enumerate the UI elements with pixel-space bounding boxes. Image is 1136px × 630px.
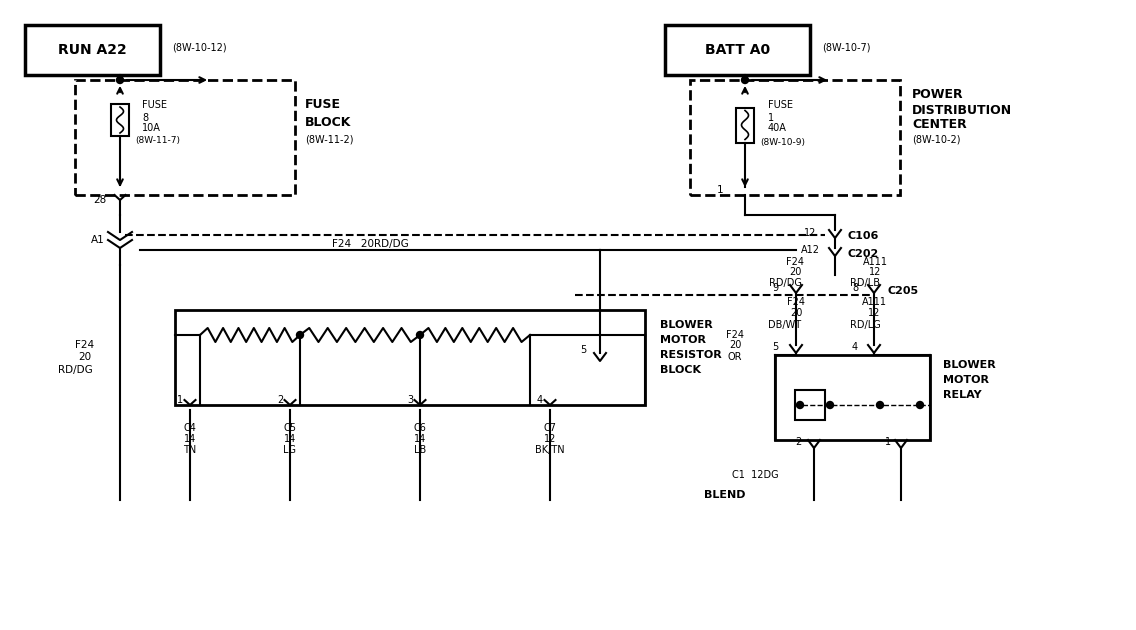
Text: C7: C7 bbox=[543, 423, 557, 433]
Text: 40A: 40A bbox=[768, 123, 787, 133]
Text: FUSE: FUSE bbox=[142, 100, 167, 110]
Text: 14: 14 bbox=[414, 434, 426, 444]
Bar bbox=[111, 104, 130, 136]
Text: (8W-10-2): (8W-10-2) bbox=[912, 135, 961, 145]
Text: BLOCK: BLOCK bbox=[660, 365, 701, 375]
Bar bbox=[795, 390, 825, 420]
Text: A1: A1 bbox=[91, 235, 105, 245]
Text: 3: 3 bbox=[407, 395, 414, 405]
Text: 10A: 10A bbox=[142, 123, 161, 133]
Text: 20: 20 bbox=[790, 308, 802, 318]
Circle shape bbox=[117, 76, 124, 84]
Text: RELAY: RELAY bbox=[943, 390, 982, 400]
Text: RD/DG: RD/DG bbox=[769, 278, 801, 288]
Text: OR: OR bbox=[728, 352, 742, 362]
Text: TN: TN bbox=[183, 445, 197, 455]
Text: (8W-10-12): (8W-10-12) bbox=[172, 43, 226, 53]
Text: 4: 4 bbox=[537, 395, 543, 405]
Bar bbox=[175, 310, 645, 405]
Text: BLEND: BLEND bbox=[704, 490, 745, 500]
Text: RESISTOR: RESISTOR bbox=[660, 350, 721, 360]
Text: 1: 1 bbox=[768, 113, 774, 123]
Text: 9: 9 bbox=[772, 283, 778, 293]
Text: 1: 1 bbox=[717, 185, 724, 195]
Circle shape bbox=[296, 331, 303, 338]
Text: F24: F24 bbox=[786, 257, 804, 267]
Bar bbox=[736, 108, 754, 142]
Circle shape bbox=[796, 401, 803, 408]
Text: (8W-10-9): (8W-10-9) bbox=[760, 137, 805, 147]
Text: F24: F24 bbox=[75, 340, 94, 350]
Text: LB: LB bbox=[414, 445, 426, 455]
Text: RD/LB: RD/LB bbox=[850, 278, 880, 288]
Text: 20: 20 bbox=[78, 352, 92, 362]
Bar bbox=[25, 25, 160, 75]
Text: 14: 14 bbox=[184, 434, 197, 444]
Text: POWER: POWER bbox=[912, 88, 963, 101]
Circle shape bbox=[417, 331, 424, 338]
Text: FUSE: FUSE bbox=[304, 98, 341, 112]
Text: CENTER: CENTER bbox=[912, 118, 967, 132]
Text: 12: 12 bbox=[804, 228, 816, 238]
Text: (8W-11-7): (8W-11-7) bbox=[135, 137, 179, 146]
Text: A111: A111 bbox=[862, 257, 887, 267]
Text: C202: C202 bbox=[847, 249, 879, 259]
Text: 28: 28 bbox=[93, 195, 107, 205]
Text: RUN A22: RUN A22 bbox=[58, 43, 126, 57]
Circle shape bbox=[827, 401, 834, 408]
Text: A111: A111 bbox=[861, 297, 886, 307]
Bar bbox=[75, 80, 295, 195]
Text: 14: 14 bbox=[284, 434, 296, 444]
Text: BLOWER: BLOWER bbox=[660, 320, 712, 330]
Circle shape bbox=[742, 76, 749, 84]
Text: BLOWER: BLOWER bbox=[943, 360, 996, 370]
Text: LG: LG bbox=[284, 445, 296, 455]
Text: BATT A0: BATT A0 bbox=[705, 43, 770, 57]
Bar bbox=[775, 355, 930, 440]
Text: 5: 5 bbox=[771, 342, 778, 352]
Text: 5: 5 bbox=[579, 345, 586, 355]
Text: F24   20RD/DG: F24 20RD/DG bbox=[332, 239, 408, 249]
Text: RD/LG: RD/LG bbox=[850, 320, 880, 330]
Text: DB/WT: DB/WT bbox=[768, 320, 802, 330]
Text: (8W-10-7): (8W-10-7) bbox=[822, 43, 870, 53]
Text: 2: 2 bbox=[277, 395, 283, 405]
Text: F24: F24 bbox=[787, 297, 805, 307]
Text: F24: F24 bbox=[726, 330, 744, 340]
Text: C5: C5 bbox=[284, 423, 296, 433]
Text: BK/TN: BK/TN bbox=[535, 445, 565, 455]
Text: 20: 20 bbox=[788, 267, 801, 277]
Text: 8: 8 bbox=[142, 113, 148, 123]
Text: C1  12DG: C1 12DG bbox=[732, 470, 778, 480]
Text: BLOCK: BLOCK bbox=[304, 115, 351, 129]
Text: 1: 1 bbox=[885, 437, 891, 447]
Text: DISTRIBUTION: DISTRIBUTION bbox=[912, 103, 1012, 117]
Text: 8: 8 bbox=[852, 283, 858, 293]
Text: 4: 4 bbox=[852, 342, 858, 352]
Text: C6: C6 bbox=[414, 423, 426, 433]
Bar bbox=[690, 80, 900, 195]
Text: C4: C4 bbox=[184, 423, 197, 433]
Text: C106: C106 bbox=[847, 231, 879, 241]
Text: MOTOR: MOTOR bbox=[943, 375, 989, 385]
Circle shape bbox=[917, 401, 924, 408]
Circle shape bbox=[877, 401, 884, 408]
Text: MOTOR: MOTOR bbox=[660, 335, 705, 345]
Text: 20: 20 bbox=[729, 340, 741, 350]
Text: (8W-11-2): (8W-11-2) bbox=[304, 135, 353, 145]
Text: 12: 12 bbox=[544, 434, 557, 444]
Bar bbox=[665, 25, 810, 75]
Text: 12: 12 bbox=[868, 308, 880, 318]
Text: 2: 2 bbox=[795, 437, 801, 447]
Text: C205: C205 bbox=[888, 286, 919, 296]
Text: A12: A12 bbox=[801, 245, 819, 255]
Text: FUSE: FUSE bbox=[768, 100, 793, 110]
Text: 12: 12 bbox=[869, 267, 882, 277]
Text: RD/DG: RD/DG bbox=[58, 365, 92, 375]
Text: 1: 1 bbox=[177, 395, 183, 405]
